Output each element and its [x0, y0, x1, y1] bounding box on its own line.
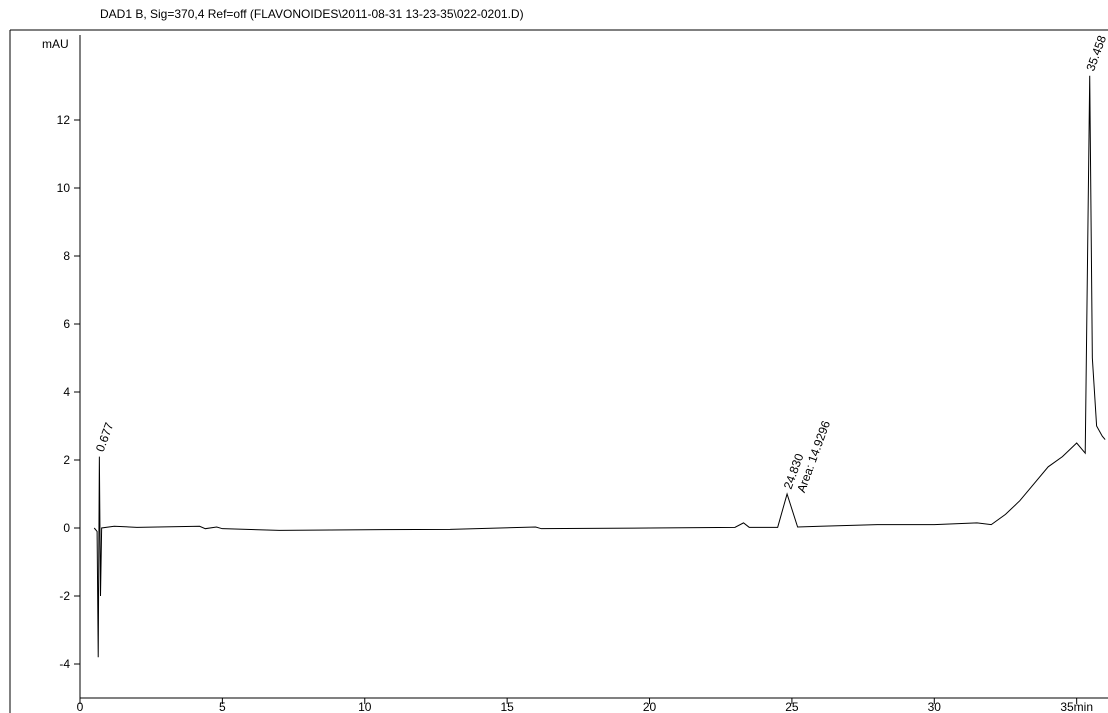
y-tick-label: -2: [59, 589, 70, 603]
y-tick-label: 4: [63, 385, 70, 399]
x-tick-label: 30: [928, 700, 942, 713]
y-tick-label: 2: [63, 453, 70, 467]
x-tick-label: 5: [219, 700, 226, 713]
y-tick-label: 10: [57, 181, 71, 195]
x-tick-label: 15: [500, 700, 514, 713]
y-tick-label: 8: [63, 249, 70, 263]
y-axis-label: mAU: [42, 37, 69, 51]
y-tick-label: 12: [57, 113, 71, 127]
y-tick-label: 0: [63, 521, 70, 535]
y-tick-label: 6: [63, 317, 70, 331]
signal-trace: [93, 75, 1106, 658]
x-tick-label: 35min: [1060, 700, 1093, 713]
peak-label: 0.677: [93, 420, 117, 453]
y-tick-label: -4: [59, 657, 70, 671]
peak-label: 35.458: [1083, 33, 1108, 73]
x-tick-label: 0: [77, 700, 84, 713]
x-tick-label: 10: [358, 700, 372, 713]
x-tick-label: 25: [785, 700, 799, 713]
x-tick-label: 20: [643, 700, 657, 713]
chart-title: DAD1 B, Sig=370,4 Ref=off (FLAVONOIDES\2…: [100, 7, 524, 21]
